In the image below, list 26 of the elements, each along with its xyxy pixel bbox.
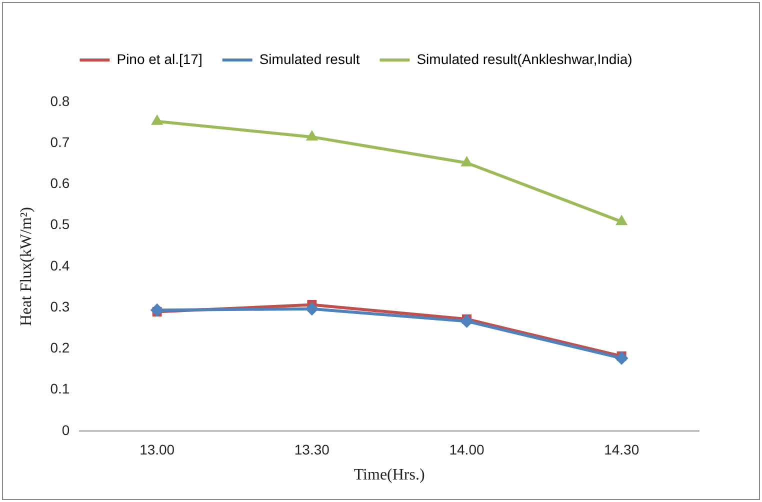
y-tick-label: 0.1 bbox=[50, 380, 70, 397]
x-tick-label: 14.30 bbox=[604, 441, 640, 458]
y-tick-label: 0 bbox=[62, 422, 70, 438]
y-tick-label: 0.8 bbox=[50, 92, 70, 109]
y-tick-label: 0.4 bbox=[50, 257, 70, 274]
point bbox=[306, 130, 318, 140]
y-tick-label: 0.6 bbox=[50, 175, 70, 192]
point bbox=[150, 304, 164, 317]
point bbox=[616, 215, 628, 226]
x-tick-label: 14.00 bbox=[449, 441, 484, 458]
legend-label: Simulated result(Ankleshwar,India) bbox=[416, 50, 632, 67]
point bbox=[151, 114, 163, 125]
point bbox=[461, 156, 472, 166]
point bbox=[460, 314, 474, 328]
legend-label: Pino et al.[17] bbox=[116, 50, 202, 67]
x-tick-label: 13.30 bbox=[294, 441, 330, 458]
y-axis-title: Heat Flux(kW/m²) bbox=[18, 207, 35, 326]
y-tick-label: 0.2 bbox=[50, 340, 70, 356]
point bbox=[305, 302, 318, 316]
x-tick-label: 13.00 bbox=[140, 441, 175, 458]
y-tick-label: 0.7 bbox=[50, 134, 70, 150]
y-tick-label: 0.5 bbox=[50, 216, 70, 232]
y-tick-label: 0.3 bbox=[50, 298, 70, 314]
x-axis-title: Time(Hrs.) bbox=[354, 466, 425, 484]
legend-label: Simulated result bbox=[259, 50, 360, 67]
point bbox=[615, 352, 628, 365]
